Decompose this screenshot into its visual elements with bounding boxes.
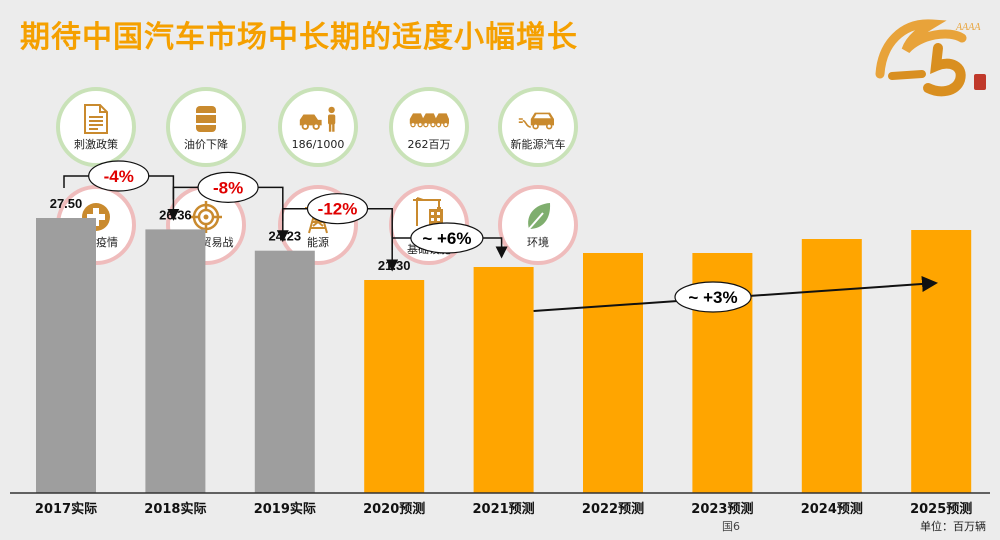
change-bubble [88, 160, 150, 192]
x-tick-label: 2019实际 [254, 501, 316, 517]
oil-barrel-icon [186, 103, 226, 135]
factor-oil-barrel: 油价下降 [166, 87, 246, 167]
factor-label: 262百万 [407, 138, 451, 151]
factor-document: 刺激政策 [56, 87, 136, 167]
x-tick-label: 2020预测 [363, 501, 425, 517]
factor-ev-car: 新能源汽车 [498, 87, 578, 167]
x-tick-label: 2018实际 [144, 501, 206, 517]
car-person-icon [298, 103, 338, 135]
bar-2024预测 [801, 239, 862, 493]
change-bubble [410, 222, 484, 254]
factor-label: 能源 [307, 236, 329, 249]
cars-icon [409, 103, 449, 135]
bar-2025预测 [911, 230, 972, 493]
leaf-icon [518, 201, 558, 233]
change-bubble [197, 171, 259, 203]
bar-2017实际 [36, 218, 96, 493]
factor-label: 油价下降 [184, 138, 228, 151]
bar-2019实际 [254, 250, 315, 493]
bar-2018实际 [145, 229, 206, 493]
change-label: -4% [104, 167, 134, 186]
factor-car-person: 186/1000 [278, 87, 358, 167]
value-label: 24.23 [269, 229, 302, 244]
x-tick-label: 2023预测 [691, 501, 753, 517]
target-icon [186, 201, 226, 233]
value-label: 26.36 [159, 207, 192, 222]
factor-label: 环境 [527, 236, 549, 249]
x-tick-label: 2021预测 [473, 501, 535, 517]
crane-building-icon [409, 195, 449, 227]
value-label: 21.30 [378, 258, 411, 273]
anniversary-25-logo: AAAA 25 [875, 19, 986, 97]
page-code: 国6 [722, 520, 740, 533]
bar-2022预测 [583, 253, 643, 493]
bar-2021预测 [473, 267, 534, 493]
factor-leaf: 环境 [498, 185, 578, 265]
value-label: 27.50 [50, 196, 83, 211]
x-tick-label: 2022预测 [582, 501, 644, 517]
bar-2020预测 [364, 280, 425, 493]
change-label: ~ +3% [688, 288, 737, 307]
change-label: -12% [318, 200, 358, 219]
factor-label: 刺激政策 [74, 138, 118, 151]
svg-text:AAAA: AAAA [955, 22, 981, 33]
document-icon [76, 103, 116, 135]
x-tick-label: 2025预测 [910, 501, 972, 517]
factor-label: 新能源汽车 [510, 138, 566, 151]
factor-label: 186/1000 [291, 138, 345, 151]
page-title: 期待中国汽车市场中长期的适度小幅增长 [20, 20, 578, 55]
x-tick-label: 2017实际 [35, 501, 97, 517]
change-label: ~ +6% [422, 229, 471, 248]
change-label: -8% [213, 178, 243, 197]
ev-car-icon [518, 103, 558, 135]
change-bubble [306, 193, 369, 225]
x-tick-label: 2024预测 [801, 501, 863, 517]
unit-label: 单位：百万辆 [920, 520, 986, 533]
factor-cars: 262百万 [389, 87, 469, 167]
change-bubble [674, 281, 752, 313]
